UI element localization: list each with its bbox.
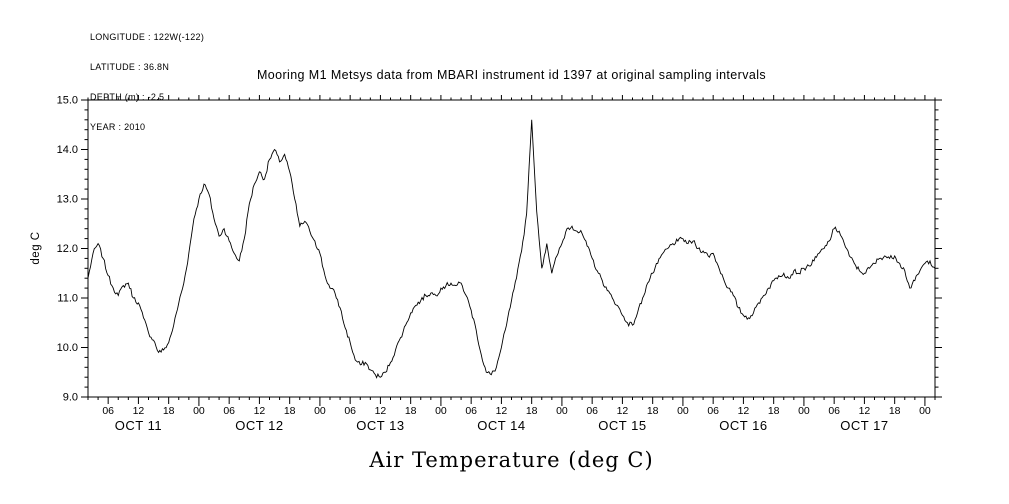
x-hour-tick-label: 12	[375, 405, 387, 417]
x-hour-tick-label: 06	[586, 405, 598, 417]
x-day-tick-label: OCT 12	[235, 418, 283, 433]
x-hour-tick-label: 12	[859, 405, 871, 417]
x-hour-tick-label: 00	[193, 405, 205, 417]
y-tick-label: 11.0	[57, 293, 78, 305]
x-hour-tick-label: 12	[738, 405, 750, 417]
x-hour-tick-label: 06	[828, 405, 840, 417]
axis-labels: 06 12 18 00 06 12 18 00 06 12 18 00 06 12 18 00 06 12 18 00…	[57, 95, 931, 434]
metadata-latitude: LATITUDE : 36.8N	[90, 62, 170, 72]
x-hour-tick-label: 06	[707, 405, 719, 417]
y-tick-label: 10.0	[57, 342, 78, 354]
metadata-depth: DEPTH (m) : -2.5	[90, 92, 165, 102]
temperature-line	[87, 119, 936, 379]
axes	[81, 95, 942, 406]
x-day-tick-label: OCT 17	[840, 418, 888, 433]
x-hour-tick-label: 00	[798, 405, 810, 417]
y-tick-label: 9.0	[63, 392, 78, 404]
y-tick-label: 13.0	[57, 194, 78, 206]
x-hour-tick-label: 18	[163, 405, 175, 417]
x-day-tick-label: OCT 11	[115, 418, 162, 433]
x-hour-tick-label: 18	[526, 405, 538, 417]
x-hour-tick-label: 18	[768, 405, 780, 417]
x-hour-tick-label: 18	[284, 405, 296, 417]
x-hour-tick-label: 06	[344, 405, 356, 417]
y-tick-label: 14.0	[57, 144, 78, 156]
metadata-longitude: LONGITUDE : 122W(-122)	[90, 32, 205, 42]
x-hour-tick-label: 12	[133, 405, 145, 417]
x-hour-tick-label: 00	[677, 405, 689, 417]
plot-frame	[87, 99, 936, 398]
page-title: Mooring M1 Metsys data from MBARI instru…	[256, 68, 767, 82]
y-tick-label: 15.0	[57, 95, 78, 107]
x-hour-tick-label: 18	[647, 405, 659, 417]
metadata-block: LONGITUDE : 122W(-122) LATITUDE : 36.8N …	[90, 12, 204, 152]
x-hour-tick-label: 00	[314, 405, 326, 417]
x-hour-tick-label: 00	[919, 405, 931, 417]
x-hour-tick-label: 18	[405, 405, 417, 417]
x-hour-tick-label: 00	[435, 405, 447, 417]
metadata-year: YEAR : 2010	[90, 122, 146, 132]
x-hour-tick-label: 06	[465, 405, 477, 417]
x-day-tick-label: OCT 15	[598, 418, 646, 433]
x-hour-tick-label: 12	[617, 405, 629, 417]
x-hour-tick-label: 06	[223, 405, 235, 417]
x-day-tick-label: OCT 13	[356, 418, 404, 433]
x-hour-tick-label: 12	[496, 405, 508, 417]
x-hour-tick-label: 00	[556, 405, 568, 417]
y-tick-label: 12.0	[57, 243, 78, 255]
x-axis-title: Air Temperature (deg C)	[369, 448, 654, 472]
x-hour-tick-label: 12	[254, 405, 266, 417]
x-day-tick-label: OCT 16	[719, 418, 767, 433]
x-day-tick-label: OCT 14	[477, 418, 525, 433]
x-hour-tick-label: 06	[102, 405, 114, 417]
x-hour-tick-label: 18	[889, 405, 901, 417]
